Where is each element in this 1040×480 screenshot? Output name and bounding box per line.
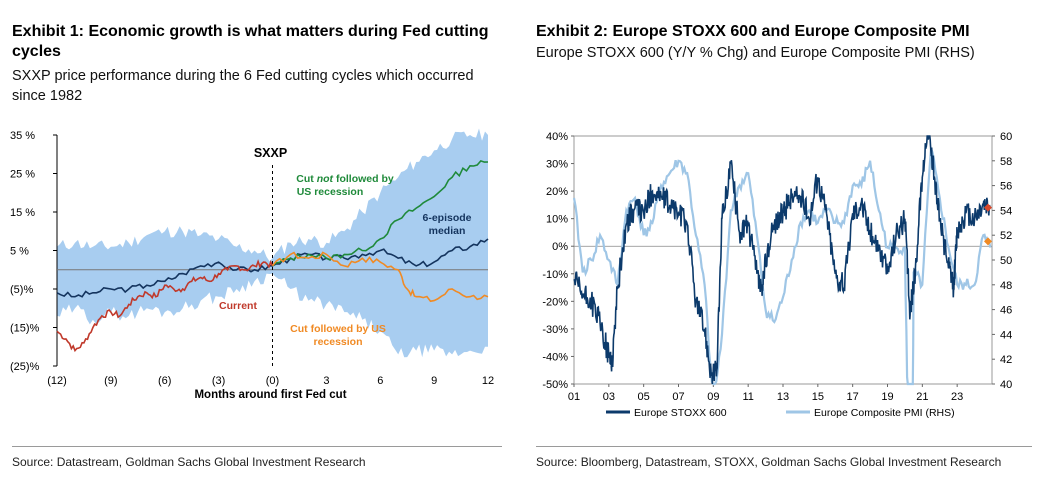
stoxx-end-marker [984,203,992,212]
pmi-end-marker [984,237,992,246]
annotation-current: Current [219,300,257,312]
exhibit-1-subtitle: SXXP price performance during the 6 Fed … [12,68,474,104]
y-tick-label-right: 52 [1000,230,1012,242]
x-tick-label: 12 [482,375,494,387]
y-tick-label: 25 % [10,169,35,181]
y-tick-label-left: 30% [546,159,568,171]
y-tick-label-left: 10% [546,214,568,226]
exhibit-2-panel: Exhibit 2: Europe STOXX 600 and Europe C… [528,0,1040,480]
annotation-median: 6-episode [422,212,471,224]
exhibit-2-source: Source: Bloomberg, Datastream, STOXX, Go… [536,455,1002,469]
y-tick-label: 15 % [10,207,35,219]
y-tick-label-right: 46 [1000,305,1012,317]
x-tick-label: (9) [104,375,117,387]
exhibit-1-title: Exhibit 1: Economic growth is what matte… [12,23,489,60]
y-tick-label-right: 40 [1000,379,1012,391]
exhibit-1-source: Source: Datastream, Goldman Sachs Global… [12,455,366,469]
legend-label-pmi: Europe Composite PMI (RHS) [814,407,955,419]
x-tick-label: 07 [672,391,684,403]
y-tick-label-right: 48 [1000,280,1012,292]
y-tick-label: (25)% [10,361,40,373]
x-tick-label: 21 [916,391,928,403]
x-tick-label: 3 [323,375,329,387]
x-tick-label: 01 [568,391,580,403]
exhibit-2-divider [536,446,1032,447]
y-tick-label-left: -10% [542,269,568,281]
x-axis-label: Months around first Fed cut [194,389,346,401]
y-tick-label-left: 40% [546,131,568,143]
y-tick-label-right: 44 [1000,329,1012,341]
y-tick-label-left: 20% [546,186,568,198]
y-tick-label-right: 54 [1000,205,1012,217]
y-tick-label-right: 50 [1000,255,1012,267]
annotation-no-recession-line2: US recession [297,186,364,198]
series-line-3 [271,251,489,303]
x-tick-label: 6 [377,375,383,387]
series-line-1 [56,259,274,353]
y-tick-label: 5 % [10,246,29,258]
x-tick-label: (6) [158,375,171,387]
y-tick-label-left: -30% [542,324,568,336]
exhibit-2-title: Exhibit 2: Europe STOXX 600 and Europe C… [536,23,970,40]
y-tick-label-right: 60 [1000,131,1012,143]
series-line-2 [271,159,489,267]
x-tick-label: 23 [951,391,963,403]
annotation-recession-line2: recession [313,336,362,348]
annotation-median-line2: median [429,225,466,237]
x-tick-label: 15 [812,391,824,403]
chart-title: SXXP [254,146,287,160]
y-tick-label-left: -20% [542,296,568,308]
y-tick-label: 35 % [10,130,35,142]
series-line-stoxx [573,135,992,385]
x-tick-label: 09 [707,391,719,403]
series-line-pmi [572,148,992,386]
exhibit-1-panel: Exhibit 1: Economic growth is what matte… [0,0,510,480]
x-tick-label: (3) [212,375,225,387]
x-tick-label: (0) [266,375,279,387]
y-tick-label-right: 56 [1000,181,1012,193]
x-tick-label: 03 [603,391,615,403]
y-tick-label: (5)% [10,284,33,296]
exhibit-2-subtitle: Europe STOXX 600 (Y/Y % Chg) and Europe … [536,45,975,61]
range-band [57,128,488,358]
legend-label-stoxx: Europe STOXX 600 [634,407,727,419]
y-tick-label-left: 0% [552,241,568,253]
x-tick-label: 13 [777,391,789,403]
annotation-no-recession: Cut not followed by [296,173,394,185]
x-tick-label: 05 [638,391,650,403]
exhibit-1-chart: 35 % 25 % 15 % 5 % (5)% (15)% (25)% (12) (9) (6) (… [10,128,494,401]
y-tick-label-left: -40% [542,351,568,363]
annotation-recession: Cut followed by US [290,323,386,335]
exhibit-1-divider [12,446,502,447]
y-tick-label-left: -50% [542,379,568,391]
y-tick-label-right: 58 [1000,156,1012,168]
exhibit-2-chart: 40% 30% 20% 10% 0% -10% -20% -30% -40% -50% 60 58 56… [542,131,1012,419]
x-tick-label: 17 [847,391,859,403]
x-tick-label: 11 [742,391,753,403]
x-tick-label: 19 [881,391,893,403]
y-tick-label: (15)% [10,323,40,335]
y-tick-label-right: 42 [1000,354,1012,366]
x-tick-label: 9 [431,375,437,387]
x-tick-label: (12) [47,375,67,387]
